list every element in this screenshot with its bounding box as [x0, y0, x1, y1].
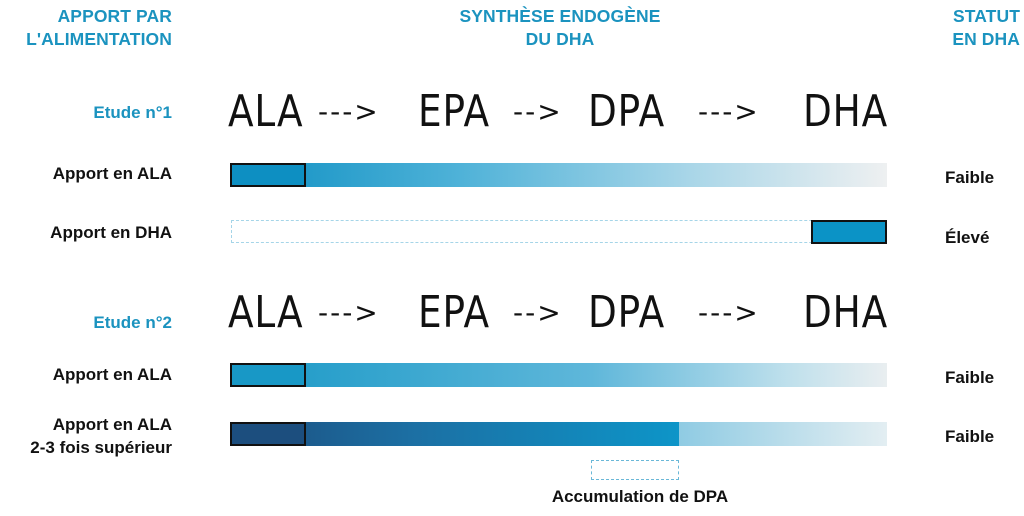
pathway-step-ala: ALA	[228, 86, 304, 137]
study2-row2-label: Apport en ALA 2-3 fois supérieur	[0, 413, 172, 459]
study1-row1-label: Apport en ALA	[52, 164, 172, 183]
study1-dha-input-box	[811, 220, 887, 244]
pathway-arrow: --->	[698, 95, 760, 128]
study2-high-ala-bar-tail	[679, 422, 887, 446]
study1-row1-status: Faible	[945, 168, 995, 187]
header-endogenous-synthesis: SYNTHÈSE ENDOGÈNE DU DHA	[370, 5, 750, 51]
study2-ala-bar	[231, 363, 887, 387]
study2-high-ala-input-box	[230, 422, 306, 446]
pathway-step-dpa: DPA	[588, 287, 666, 338]
header-dha-status: STATUT EN DHA	[900, 5, 1024, 51]
study2-row2-status: Faible	[945, 427, 995, 446]
study1-row2-status: Élevé	[945, 228, 990, 247]
study1-ala-input-box	[230, 163, 306, 187]
study1-ala-bar	[231, 163, 887, 187]
dpa-accumulation-bracket	[590, 460, 679, 480]
pathway-arrow: --->	[318, 296, 380, 329]
header-dietary-intake-line1: APPORT PAR	[57, 6, 172, 26]
header-endogenous-synthesis-line2: DU DHA	[525, 29, 595, 49]
study2-row1-status: Faible	[945, 368, 995, 387]
study2-row1-label: Apport en ALA	[52, 365, 172, 384]
study2-title: Etude n°2	[93, 313, 172, 332]
study1-title: Etude n°1	[93, 103, 172, 122]
header-dietary-intake: APPORT PAR L'ALIMENTATION	[0, 5, 172, 51]
study1-row2-label: Apport en DHA	[50, 223, 172, 242]
pathway-arrow: -->	[513, 296, 563, 329]
header-endogenous-synthesis-line1: SYNTHÈSE ENDOGÈNE	[459, 6, 661, 26]
pathway-arrow: -->	[513, 95, 563, 128]
pathway-arrow: --->	[698, 296, 760, 329]
pathway-step-dha: DHA	[803, 287, 889, 338]
pathway-step-epa: EPA	[418, 287, 490, 338]
pathway-step-dpa: DPA	[588, 86, 666, 137]
header-dha-status-line2: EN DHA	[952, 29, 1020, 49]
pathway-step-ala: ALA	[228, 287, 304, 338]
header-dietary-intake-line2: L'ALIMENTATION	[26, 29, 172, 49]
pathway-step-dha: DHA	[803, 86, 889, 137]
header-dha-status-line1: STATUT	[952, 6, 1020, 26]
study2-row2-label-line2: 2-3 fois supérieur	[30, 438, 172, 457]
pathway-arrow: --->	[318, 95, 380, 128]
study1-pathway: ALA ---> EPA --> DPA ---> DHA	[228, 86, 893, 138]
study2-row2-label-line1: Apport en ALA	[52, 415, 172, 434]
pathway-step-epa: EPA	[418, 86, 490, 137]
study1-dha-dashed-bar	[231, 220, 887, 243]
study2-ala-input-box	[230, 363, 306, 387]
dpa-accumulation-label: Accumulation de DPA	[551, 487, 729, 506]
study2-pathway: ALA ---> EPA --> DPA ---> DHA	[228, 287, 893, 339]
